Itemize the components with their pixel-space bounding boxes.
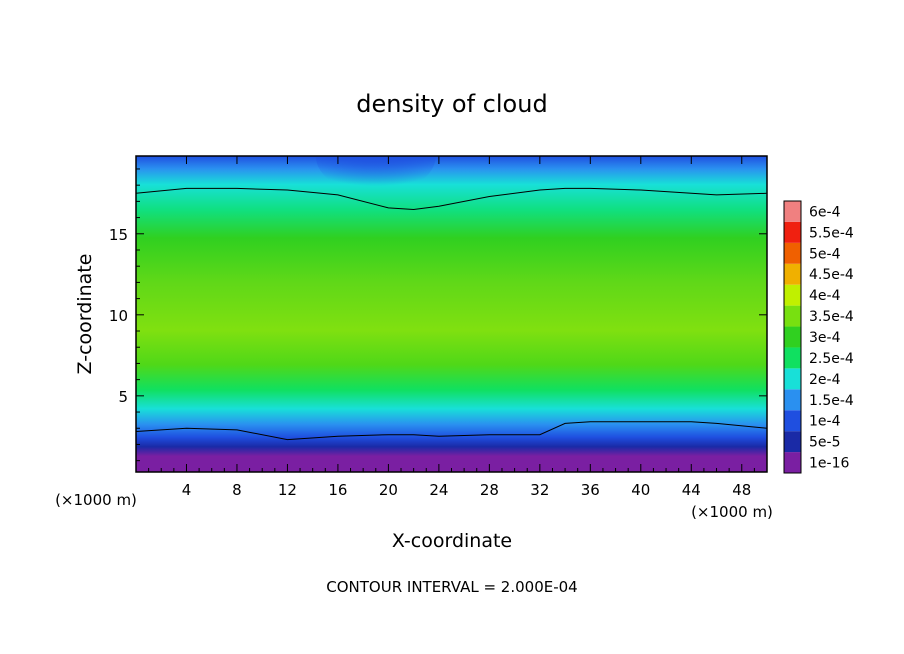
contour-line-1e-4 — [136, 421, 767, 441]
colorbar-label: 6e-4 — [809, 204, 841, 220]
x-axis-ticks: 4 8 12 16 20 24 28 32 36 40 44 48 — [148, 156, 755, 499]
colorbar-swatch — [784, 201, 801, 222]
contour-lines — [136, 187, 767, 441]
colorbar-swatch — [784, 389, 801, 411]
x-tick-label: 4 — [182, 481, 192, 499]
density-field — [136, 156, 767, 472]
y-tick-label: 5 — [118, 388, 128, 406]
x-axis-unit-right: (×1000 m) — [691, 503, 773, 521]
x-tick-label: 36 — [581, 481, 600, 499]
y-axis-label: Z-coordinate — [74, 254, 96, 375]
colorbar-frame — [783, 200, 802, 474]
y-tick-label: 10 — [109, 307, 128, 325]
y-axis-ticks: 5 10 15 — [109, 168, 767, 462]
colorbar-label: 2.5e-4 — [809, 351, 854, 367]
x-tick-label: 40 — [631, 481, 650, 499]
x-axis-unit-left: (×1000 m) — [55, 491, 137, 509]
colorbar: 1e-16 5e-5 1e-4 1.5e-4 2e-4 2.5e-4 3e-4 3.5e-4 4… — [783, 200, 854, 474]
y-tick-label: 15 — [109, 226, 128, 244]
colorbar-label: 1e-4 — [809, 414, 841, 430]
colorbar-swatch — [784, 305, 801, 327]
colorbar-swatch — [784, 263, 801, 285]
colorbar-label: 2e-4 — [809, 372, 841, 388]
colorbar-label: 4.5e-4 — [809, 267, 854, 283]
colorbar-label: 5e-4 — [809, 246, 841, 262]
colorbar-swatch — [784, 284, 801, 306]
x-tick-label: 8 — [232, 481, 242, 499]
x-tick-label: 24 — [429, 481, 448, 499]
x-tick-label: 28 — [480, 481, 499, 499]
colorbar-label: 5.5e-4 — [809, 225, 854, 241]
x-tick-label: 20 — [379, 481, 398, 499]
colorbar-swatch — [784, 431, 801, 453]
colorbar-swatch — [784, 410, 801, 432]
x-tick-label: 44 — [682, 481, 701, 499]
contour-interval-note: CONTOUR INTERVAL = 2.000E-04 — [326, 578, 577, 596]
colorbar-label: 3e-4 — [809, 330, 841, 346]
colorbar-swatch — [784, 347, 801, 369]
chart-title: density of cloud — [356, 90, 547, 118]
colorbar-label: 1.5e-4 — [809, 393, 854, 409]
x-tick-label: 48 — [732, 481, 751, 499]
colorbar-label: 1e-16 — [809, 456, 849, 472]
density-field-gradient — [136, 156, 767, 472]
colorbar-swatch — [784, 326, 801, 348]
x-tick-label: 16 — [328, 481, 347, 499]
x-axis-label: X-coordinate — [392, 530, 512, 552]
colorbar-label: 5e-5 — [809, 435, 840, 451]
low-density-top-region — [315, 156, 436, 194]
colorbar-swatch — [784, 368, 801, 390]
colorbar-swatch — [784, 221, 801, 243]
colorbar-swatch — [784, 242, 801, 264]
colorbar-label: 3.5e-4 — [809, 309, 854, 325]
colorbar-swatch — [784, 452, 801, 473]
x-tick-label: 32 — [530, 481, 549, 499]
contour-line-2e-4 — [136, 187, 767, 211]
x-tick-label: 12 — [278, 481, 297, 499]
colorbar-label: 4e-4 — [809, 288, 841, 304]
